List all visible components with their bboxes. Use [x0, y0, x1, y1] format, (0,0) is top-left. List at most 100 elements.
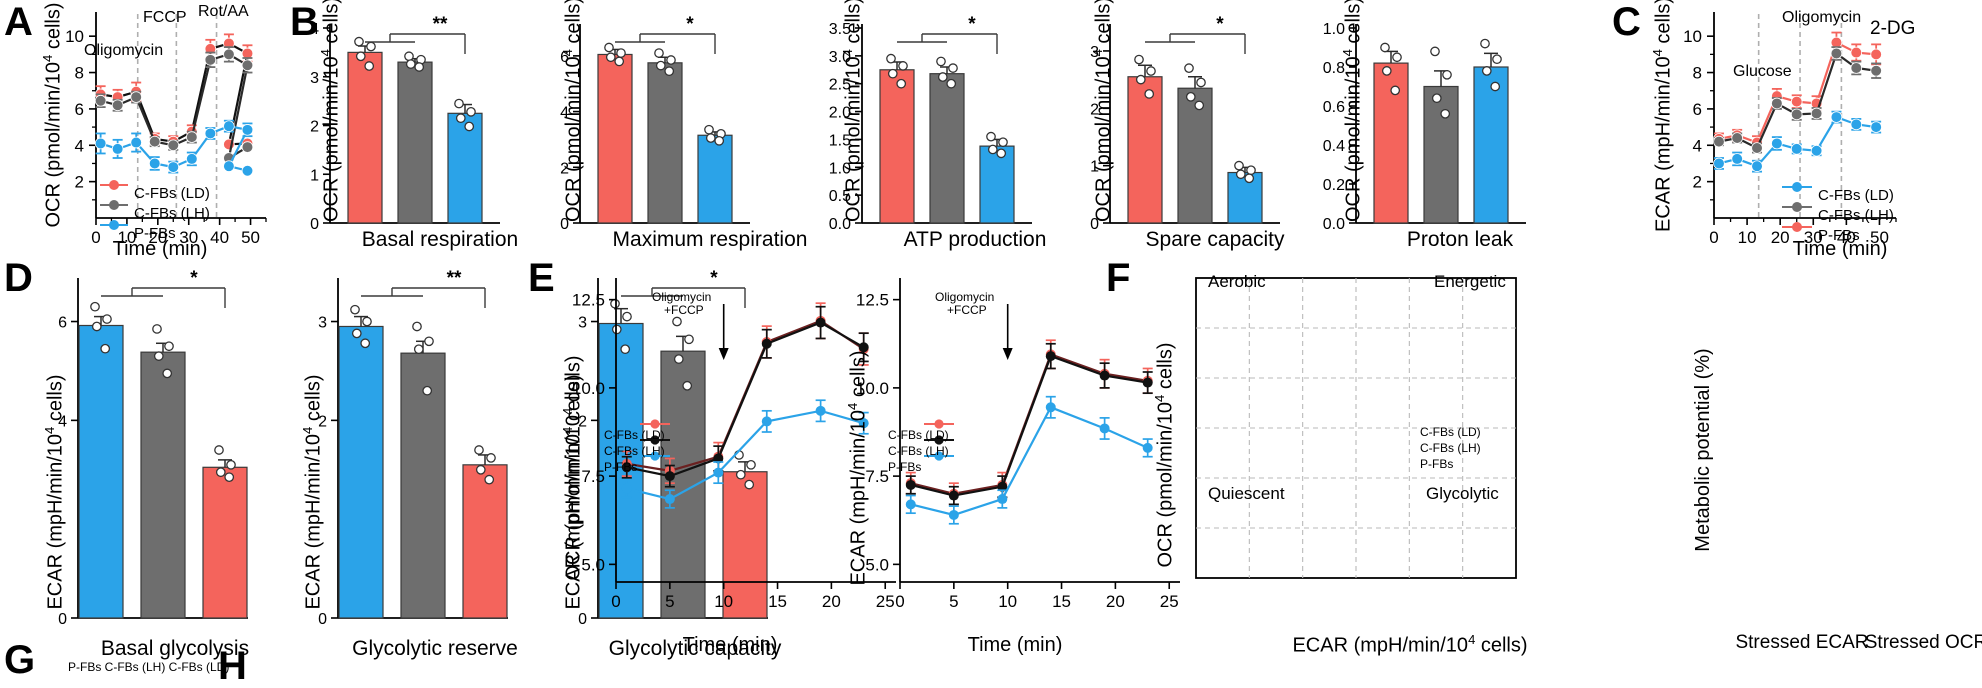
panel-e1-legend-2: P-FBs — [888, 460, 922, 474]
bar-C-FBs (LD) — [338, 325, 384, 619]
x-tick-label-C: 50 — [1870, 228, 1889, 247]
data-point — [1440, 108, 1451, 119]
x-tick-label-E2: 25 — [1160, 592, 1179, 611]
data-point-P-FBs — [858, 418, 869, 429]
y-tick-label-B5: 0.2 — [1323, 177, 1345, 194]
panel-c-anno-2dg: 2-DG — [1870, 18, 1916, 39]
bar-C-FBs (LH) — [140, 351, 186, 619]
data-point-C-FBs (LH) — [713, 453, 724, 464]
data-point — [1244, 173, 1255, 184]
y-tick-label-D2: 2 — [318, 413, 327, 430]
panel-b3-ylabel: OCR (pmol/min/104 cells) — [1090, 0, 1115, 222]
data-point-C-FBs (LH) — [186, 131, 198, 143]
bar-C-FBs (LD) — [879, 69, 915, 224]
panel-a-legend-2: P-FBs — [134, 225, 176, 242]
y-tick-label-B1: 4 — [310, 21, 319, 38]
data-point — [484, 474, 495, 485]
y-tick-label-B4: 1 — [1090, 159, 1099, 176]
panel-e0-legend-1: C-FBs (LH) — [604, 444, 665, 458]
y-tick-label-B1: 2 — [310, 119, 319, 136]
x-tick-label-A: 20 — [148, 228, 167, 247]
panel-letter-H: H — [218, 644, 247, 688]
panel-e1-legend-1: C-FBs (LH) — [888, 444, 949, 458]
data-point — [616, 48, 626, 58]
data-point — [164, 341, 174, 352]
data-point-P-FBs — [664, 494, 675, 505]
y-tick-label-E2: 7.5 — [865, 467, 889, 486]
y-tick-label-E2: 5.0 — [865, 555, 889, 574]
y-tick-label-D3: 3 — [578, 315, 587, 332]
x-tick-label-E1: 25 — [876, 592, 895, 611]
panel-letter-D: D — [4, 256, 33, 300]
panel-c-ylabel: ECAR (mpH/min/104 cells) — [1650, 0, 1675, 232]
panel-c-xlabel: Time (min) — [1792, 238, 1888, 260]
data-point-P-FBs — [1850, 46, 1863, 59]
panel-f-quad-energetic: Energetic — [1434, 272, 1506, 291]
x-tick-label-E1: 20 — [822, 592, 841, 611]
legend-marker — [109, 180, 119, 190]
data-point — [1144, 89, 1155, 99]
data-point — [413, 344, 424, 355]
data-point-P-FBs — [905, 499, 916, 510]
panel-f-scatter-ylabel: OCR (pmol/min/104 cells) — [1152, 342, 1177, 568]
data-point — [996, 148, 1007, 159]
data-point — [214, 445, 224, 455]
data-point-C-FBs (LH) — [1870, 64, 1882, 77]
data-point — [672, 316, 682, 327]
bar-C-FBs (LD) — [597, 53, 633, 224]
data-point-C-FBs (LH) — [241, 59, 254, 72]
panel-b1-ylabel: OCR (pmol/min/104 cells) — [560, 0, 585, 222]
bar-P-FBs — [202, 466, 248, 619]
data-point-C-FBs (LH) — [905, 479, 916, 490]
data-point-C-FBs (LD) — [1713, 157, 1725, 170]
legend-marker — [1792, 202, 1802, 212]
x-tick-label-E1: 15 — [768, 592, 787, 611]
y-tick-label-B3: 3.0 — [829, 49, 851, 66]
data-point — [666, 55, 676, 65]
y-tick-label-B4: 3 — [1090, 44, 1099, 61]
x-tick-label-A: 30 — [179, 228, 198, 247]
data-point — [735, 469, 746, 480]
bar-C-FBs (LH) — [397, 61, 433, 224]
data-point — [364, 61, 375, 71]
bar-P-FBs — [1473, 66, 1509, 224]
panel-f-quad-aerobic: Aerobic — [1208, 272, 1266, 291]
y-tick-label-B5: 0.4 — [1323, 138, 1345, 155]
data-point — [1490, 81, 1501, 92]
x-tick-label-E2: 15 — [1052, 592, 1071, 611]
data-point-C-FBs (LH) — [1830, 47, 1843, 60]
data-point — [746, 459, 756, 470]
data-point — [1196, 77, 1206, 88]
data-point — [1442, 69, 1452, 80]
data-point-P-FBs — [241, 124, 254, 136]
data-point-C-FBs (LH) — [1731, 132, 1743, 144]
data-point — [1185, 91, 1196, 102]
data-point-C-FBs (LH) — [223, 48, 235, 61]
panel-a-anno-fccp: FCCP — [143, 9, 187, 26]
data-point — [1430, 46, 1440, 57]
data-point-C-FBs (LH) — [1751, 142, 1763, 154]
y-tick-label-B2: 4 — [560, 105, 569, 122]
panel-f-legend-1: C-FBs (LH) — [1420, 441, 1481, 455]
data-point — [162, 368, 173, 379]
x-tick-label-E2: 5 — [949, 592, 958, 611]
panel-e1-ylabel: ECAR (mpH/min/104 cells) — [845, 350, 870, 586]
y-tick-label-B4: 0 — [1090, 216, 1099, 233]
data-point — [404, 51, 414, 62]
data-point — [998, 137, 1008, 148]
legend-marker — [1792, 182, 1802, 192]
panel-e0-anno-line2: +FCCP — [664, 303, 704, 317]
data-point — [705, 133, 716, 143]
sig-label-B1: ** — [433, 14, 448, 35]
y-tick-label-B2: 6 — [560, 49, 569, 66]
y-tick-label-D2: 3 — [318, 315, 327, 332]
data-point — [464, 121, 475, 132]
panel-d-cat-1: Glycolytic reserve — [352, 637, 518, 660]
data-point — [350, 304, 360, 315]
data-point-P-FBs — [241, 164, 254, 177]
y-tick-label-E2: 12.5 — [856, 291, 889, 310]
bar-P-FBs — [1227, 171, 1263, 224]
y-tick-label-E1: 5.0 — [581, 555, 605, 574]
data-point-C-FBs (LD) — [1731, 153, 1743, 165]
data-point — [362, 316, 372, 327]
